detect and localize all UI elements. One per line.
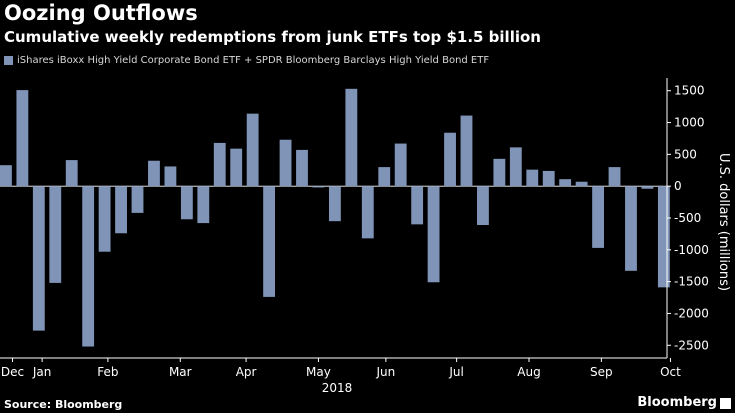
bar — [411, 186, 424, 225]
y-tick-label: -1000 — [674, 243, 709, 257]
x-tick-label: Aug — [517, 365, 540, 379]
bar — [164, 166, 177, 187]
legend: iShares iBoxx High Yield Corporate Bond … — [4, 55, 489, 66]
bar — [526, 169, 539, 187]
bar — [477, 186, 489, 225]
y-tick-label: 1000 — [674, 116, 705, 130]
source-note: Source: Bloomberg — [4, 398, 123, 411]
bar — [427, 186, 440, 283]
bar — [98, 186, 111, 252]
bar — [345, 88, 358, 187]
bar — [493, 158, 506, 187]
legend-label: iShares iBoxx High Yield Corporate Bond … — [17, 55, 490, 66]
bar — [575, 181, 588, 187]
x-tick-label: Feb — [97, 365, 118, 379]
bar — [0, 165, 12, 187]
x-tick-label: Mar — [169, 365, 192, 379]
bloomberg-logo: Bloomberg — [637, 395, 717, 410]
bar — [32, 186, 45, 331]
bar — [148, 160, 160, 187]
y-tick-label: 1500 — [674, 84, 705, 98]
axes: -2500 -2000 -1500 -1000 -500 0 500 1000 1500 Dec J… — [0, 78, 709, 379]
bar — [328, 186, 341, 222]
bar — [394, 143, 407, 187]
legend-swatch — [4, 56, 13, 65]
y-tick-label: -1500 — [674, 275, 709, 289]
logo-square-icon — [720, 398, 731, 409]
bar — [296, 149, 308, 187]
y-tick-label: -2000 — [674, 306, 709, 320]
bar — [444, 132, 456, 187]
bar — [361, 186, 374, 239]
bar — [592, 186, 604, 248]
x-tick-label: Jan — [32, 365, 52, 379]
x-tick-label: Apr — [236, 365, 257, 379]
bar — [82, 186, 95, 347]
x-tick-label: Oct — [660, 365, 681, 379]
bars — [0, 88, 670, 347]
x-tick-label: Sep — [590, 365, 613, 379]
bar — [230, 148, 243, 187]
bar — [608, 167, 621, 187]
bar — [279, 139, 292, 187]
bar — [559, 179, 572, 187]
y-axis-label: U.S. dollars (millions) — [716, 153, 731, 291]
x-tick-label: May — [306, 365, 331, 379]
chart-title: Oozing Outflows — [4, 1, 198, 25]
bar — [625, 186, 637, 271]
x-axis-label: 2018 — [322, 381, 353, 395]
y-tick-label: -500 — [674, 211, 701, 225]
bar — [246, 113, 259, 187]
bar — [509, 147, 522, 187]
x-tick-label: Dec — [1, 365, 24, 379]
bar — [542, 170, 555, 187]
bar — [115, 186, 127, 234]
bar — [180, 186, 193, 220]
x-tick-label: Jun — [376, 365, 396, 379]
x-tick-label: Jul — [448, 365, 463, 379]
bar — [131, 186, 144, 213]
bar — [16, 90, 29, 187]
bar — [263, 186, 276, 297]
y-tick-label: -2500 — [674, 338, 709, 352]
bar — [197, 186, 210, 224]
bar — [657, 186, 670, 288]
y-tick-label: 0 — [674, 179, 682, 193]
y-tick-label: 500 — [674, 147, 697, 161]
chart-subtitle: Cumulative weekly redemptions from junk … — [4, 28, 541, 46]
bar — [641, 186, 654, 189]
bar — [49, 186, 62, 283]
bar — [312, 186, 325, 188]
bar — [213, 142, 226, 187]
bar — [65, 160, 78, 187]
bar — [460, 115, 473, 187]
bar — [378, 167, 391, 187]
